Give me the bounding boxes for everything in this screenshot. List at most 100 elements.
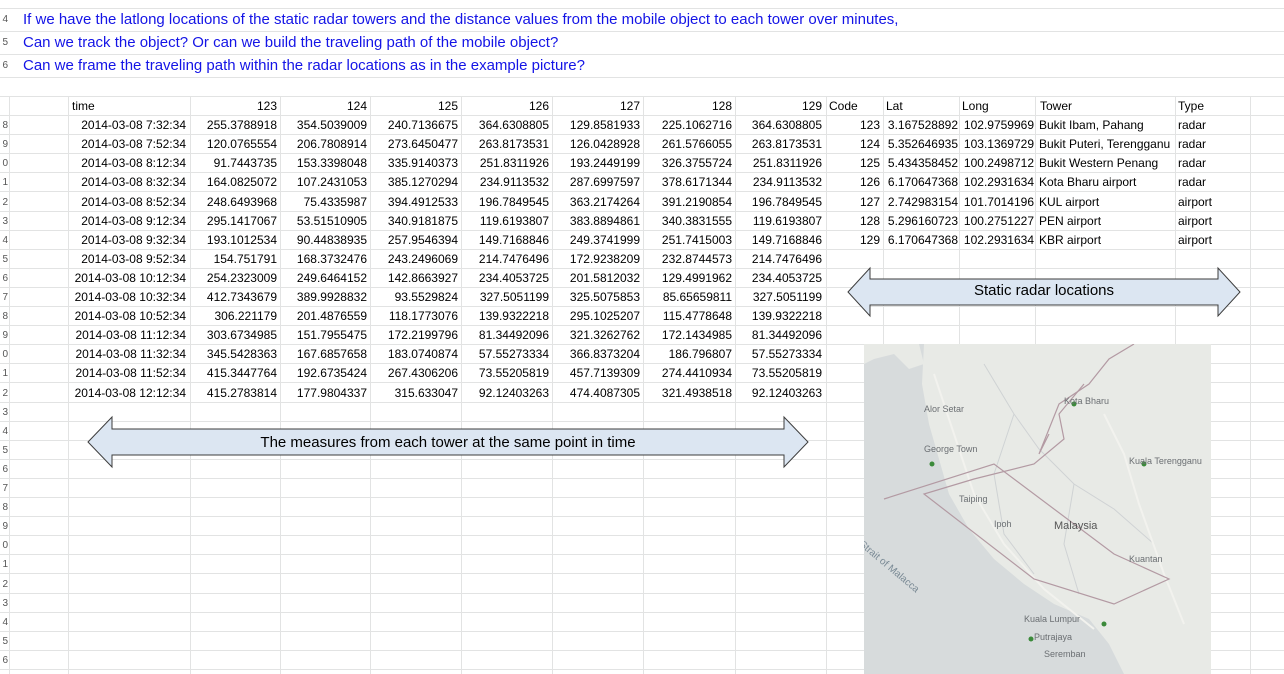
measure-value-cell[interactable]: 196.7849545 [478, 194, 549, 209]
measure-value-cell[interactable]: 251.8311926 [752, 156, 822, 171]
measure-value-cell[interactable]: 321.4938518 [661, 385, 732, 400]
tower-cell[interactable]: 126 [859, 175, 880, 190]
measure-time-cell[interactable]: 2014-03-08 11:52:34 [75, 366, 186, 381]
measure-time-cell[interactable]: 2014-03-08 9:52:34 [81, 251, 186, 266]
measure-value-cell[interactable]: 92.12403263 [751, 385, 822, 400]
tower-cell[interactable]: 100.2751227 [963, 213, 1034, 228]
measure-value-cell[interactable]: 153.3398048 [296, 156, 367, 171]
measure-value-cell[interactable]: 274.4410934 [661, 366, 732, 381]
measure-time-cell[interactable]: 2014-03-08 7:52:34 [81, 137, 186, 152]
measure-value-cell[interactable]: 81.34492096 [751, 328, 822, 343]
measure-value-cell[interactable]: 251.7415003 [661, 232, 732, 247]
tower-cell[interactable]: airport [1178, 232, 1213, 247]
measure-value-cell[interactable]: 142.8663927 [387, 270, 458, 285]
measure-value-cell[interactable]: 172.2199796 [387, 328, 458, 343]
measure-value-cell[interactable]: 267.4306206 [387, 366, 458, 381]
tower-cell[interactable]: 101.7014196 [963, 194, 1034, 209]
tower-cell[interactable]: KUL airport [1039, 194, 1100, 209]
measure-value-cell[interactable]: 335.9140373 [387, 156, 458, 171]
measure-value-cell[interactable]: 287.6997597 [569, 175, 640, 190]
measure-value-cell[interactable]: 415.3447764 [206, 366, 277, 381]
measure-value-cell[interactable]: 234.9113532 [479, 175, 549, 190]
tower-cell[interactable]: 123 [859, 118, 880, 133]
measure-value-cell[interactable]: 232.8744573 [661, 251, 732, 266]
measure-value-cell[interactable]: 251.8311926 [479, 156, 549, 171]
measure-value-cell[interactable]: 240.7136675 [387, 118, 458, 133]
measure-value-cell[interactable]: 126.0428928 [569, 137, 640, 152]
measure-value-cell[interactable]: 366.8373204 [569, 347, 640, 362]
measure-value-cell[interactable]: 90.44838935 [296, 232, 367, 247]
tower-cell[interactable]: Kota Bharu airport [1039, 175, 1137, 190]
measure-value-cell[interactable]: 243.2496069 [387, 251, 458, 266]
measure-value-cell[interactable]: 415.2783814 [206, 385, 277, 400]
measure-value-cell[interactable]: 326.3755724 [661, 156, 732, 171]
tower-cell[interactable]: 102.2931634 [963, 232, 1034, 247]
tower-cell[interactable]: 5.434358452 [887, 156, 958, 171]
measure-value-cell[interactable]: 118.1773076 [388, 309, 458, 324]
tower-cell[interactable]: Bukit Ibam, Pahang [1039, 118, 1144, 133]
measure-value-cell[interactable]: 354.5039009 [296, 118, 367, 133]
measure-value-cell[interactable]: 129.8581933 [569, 118, 640, 133]
measure-value-cell[interactable]: 139.9322218 [751, 309, 822, 324]
measure-value-cell[interactable]: 327.5051199 [479, 290, 549, 304]
measure-value-cell[interactable]: 168.3732476 [296, 251, 367, 266]
measure-time-cell[interactable]: 2014-03-08 10:32:34 [74, 290, 186, 304]
measure-value-cell[interactable]: 327.5051199 [752, 290, 822, 304]
measure-value-cell[interactable]: 167.6857658 [296, 347, 367, 362]
measure-value-cell[interactable]: 255.3788918 [206, 118, 277, 133]
measure-value-cell[interactable]: 164.0825072 [206, 175, 277, 190]
tower-cell[interactable]: 6.170647368 [887, 175, 958, 190]
measure-value-cell[interactable]: 321.3262762 [569, 328, 640, 343]
measure-value-cell[interactable]: 306.221179 [214, 309, 277, 324]
tower-header-cell[interactable]: Code [829, 99, 858, 113]
measure-value-cell[interactable]: 154.751791 [213, 251, 277, 266]
measure-time-cell[interactable]: 2014-03-08 12:12:34 [74, 385, 186, 400]
measure-time-cell[interactable]: 2014-03-08 8:12:34 [81, 156, 186, 171]
measure-value-cell[interactable]: 201.4876559 [296, 309, 367, 324]
measure-value-cell[interactable]: 92.12403263 [478, 385, 549, 400]
measure-header-cell[interactable]: 126 [528, 99, 549, 113]
measure-value-cell[interactable]: 120.0765554 [206, 137, 277, 152]
measure-value-cell[interactable]: 364.6308805 [478, 118, 549, 133]
measure-value-cell[interactable]: 192.6735424 [296, 366, 367, 381]
measure-value-cell[interactable]: 73.55205819 [751, 366, 822, 381]
measure-value-cell[interactable]: 81.34492096 [478, 328, 549, 343]
tower-cell[interactable]: airport [1178, 194, 1213, 209]
measure-value-cell[interactable]: 201.5812032 [569, 270, 640, 285]
measure-value-cell[interactable]: 73.55205819 [478, 366, 549, 381]
measure-value-cell[interactable]: 234.9113532 [752, 175, 822, 190]
measure-value-cell[interactable]: 474.4087305 [569, 385, 640, 400]
measure-value-cell[interactable]: 383.8894861 [569, 213, 640, 228]
measure-value-cell[interactable]: 340.9181875 [387, 213, 458, 228]
tower-header-cell[interactable]: Lat [886, 99, 903, 113]
measure-value-cell[interactable]: 345.5428363 [206, 347, 277, 362]
measure-time-cell[interactable]: 2014-03-08 7:32:34 [81, 118, 186, 133]
measure-value-cell[interactable]: 363.2174264 [569, 194, 640, 209]
measure-value-cell[interactable]: 193.1012534 [206, 232, 277, 247]
measure-value-cell[interactable]: 57.55273334 [751, 347, 822, 362]
measure-value-cell[interactable]: 263.8173531 [478, 137, 549, 152]
tower-header-cell[interactable]: Tower [1040, 99, 1073, 113]
measure-value-cell[interactable]: 295.1025207 [569, 309, 640, 324]
measure-value-cell[interactable]: 263.8173531 [751, 137, 822, 152]
measure-value-cell[interactable]: 107.2431053 [296, 175, 367, 190]
measure-value-cell[interactable]: 75.4335987 [303, 194, 367, 209]
tower-cell[interactable]: 103.1369729 [963, 137, 1034, 152]
tower-cell[interactable]: PEN airport [1039, 213, 1102, 228]
measure-value-cell[interactable]: 273.6450477 [387, 137, 458, 152]
measure-header-cell[interactable]: 123 [256, 99, 277, 113]
measure-value-cell[interactable]: 172.9238209 [569, 251, 640, 266]
measure-value-cell[interactable]: 119.6193807 [479, 213, 549, 228]
tower-cell[interactable]: 127 [859, 194, 880, 209]
measure-value-cell[interactable]: 249.3741999 [569, 232, 640, 247]
measure-value-cell[interactable]: 57.55273334 [478, 347, 549, 362]
tower-cell[interactable]: 100.2498712 [963, 156, 1034, 171]
measure-value-cell[interactable]: 53.51510905 [296, 213, 367, 228]
tower-cell[interactable]: radar [1178, 175, 1207, 190]
measure-value-cell[interactable]: 119.6193807 [752, 213, 822, 228]
tower-cell[interactable]: 102.2931634 [963, 175, 1034, 190]
measure-time-cell[interactable]: 2014-03-08 10:52:34 [74, 309, 186, 324]
tower-cell[interactable]: 5.352646935 [887, 137, 958, 152]
measure-header-cell[interactable]: 124 [346, 99, 367, 113]
measure-header-cell[interactable]: 128 [711, 99, 732, 113]
